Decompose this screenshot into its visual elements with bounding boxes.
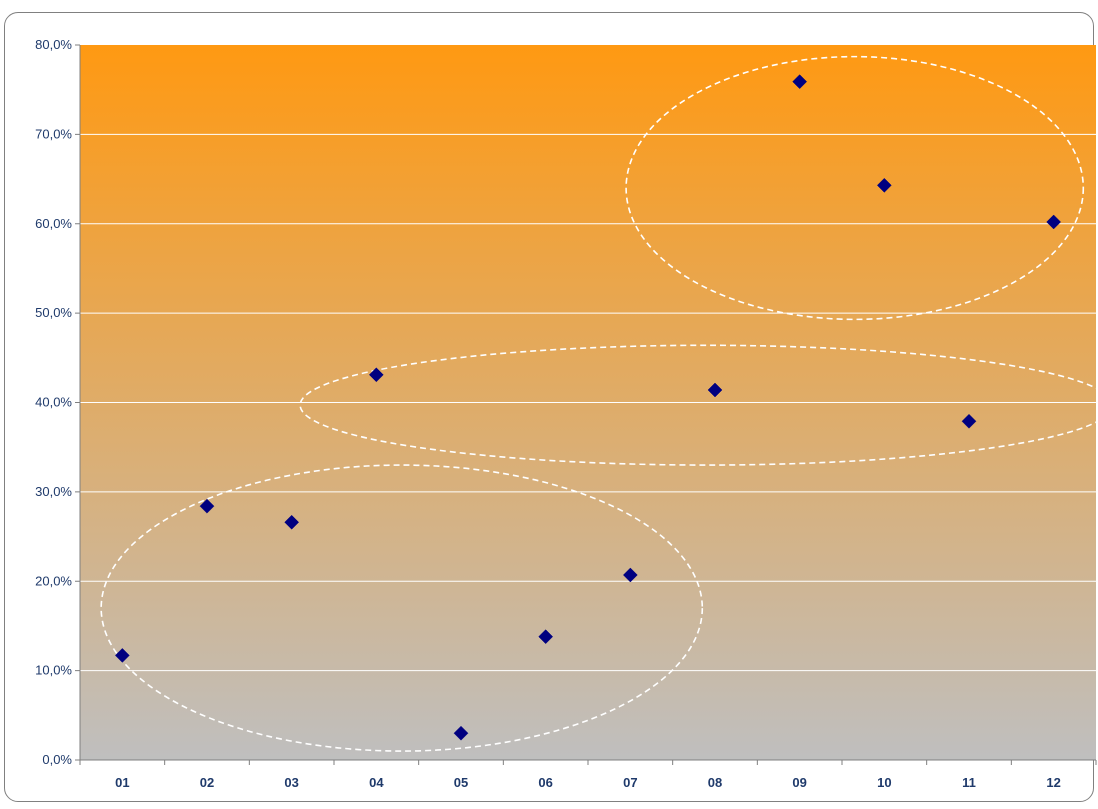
data-point — [114, 648, 130, 663]
data-point — [622, 567, 638, 583]
cluster-annotations — [100, 55, 1098, 752]
y-tick-label: 0,0% — [42, 752, 72, 767]
x-tick-label: 03 — [284, 775, 298, 790]
y-tick-label: 20,0% — [35, 573, 72, 588]
x-tick-label: 05 — [454, 775, 468, 790]
data-point — [368, 367, 384, 383]
data-point — [284, 514, 300, 530]
y-tick-label: 40,0% — [35, 395, 72, 410]
data-point — [199, 498, 215, 514]
x-tick-label: 01 — [115, 775, 129, 790]
y-tick-label: 10,0% — [35, 663, 72, 678]
x-axis-tick-labels: 01 02 03 04 05 06 07 08 09 10 11 12 — [115, 775, 1061, 790]
x-tick-label: 02 — [200, 775, 214, 790]
x-tick-label: 08 — [708, 775, 722, 790]
y-tick-label: 30,0% — [35, 484, 72, 499]
data-point — [707, 382, 723, 398]
cluster-ellipse — [100, 464, 704, 752]
x-tick-label: 06 — [538, 775, 552, 790]
data-point — [1046, 214, 1062, 230]
y-tick-label: 50,0% — [35, 305, 72, 320]
data-point — [961, 413, 977, 429]
x-tick-label: 12 — [1046, 775, 1060, 790]
data-point — [453, 725, 469, 741]
x-tick-label: 11 — [962, 775, 976, 790]
cluster-ellipse — [625, 55, 1085, 321]
x-tick-label: 09 — [792, 775, 806, 790]
gridlines — [80, 133, 1096, 672]
x-tick-label: 04 — [369, 775, 384, 790]
y-tick-label: 70,0% — [35, 126, 72, 141]
x-tick-label: 07 — [623, 775, 637, 790]
y-tick-label: 80,0% — [35, 37, 72, 52]
y-axis-tick-labels: 0,0% 10,0% 20,0% 30,0% 40,0% 50,0% 60,0% 70,0% 8… — [35, 37, 72, 767]
data-point — [538, 629, 554, 645]
data-point — [876, 177, 892, 193]
data-point — [792, 74, 808, 89]
data-points — [114, 74, 1062, 741]
y-tick-label: 60,0% — [35, 216, 72, 231]
axes — [75, 44, 1097, 765]
x-tick-label: 10 — [877, 775, 891, 790]
